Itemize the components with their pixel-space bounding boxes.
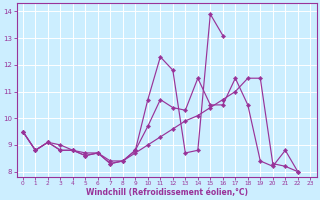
X-axis label: Windchill (Refroidissement éolien,°C): Windchill (Refroidissement éolien,°C) — [85, 188, 248, 197]
